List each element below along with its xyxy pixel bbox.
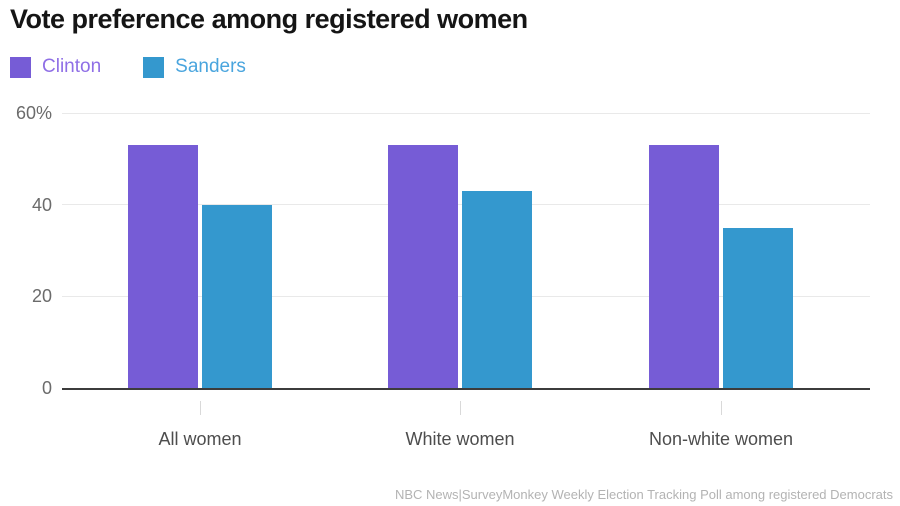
legend: Clinton Sanders — [10, 56, 246, 78]
y-tick-label: 0 — [41, 378, 52, 398]
bar-clinton — [649, 145, 719, 388]
legend-item-clinton: Clinton — [10, 56, 101, 78]
category-label: Non-white women — [648, 429, 794, 449]
gridline — [62, 112, 870, 114]
legend-label-sanders: Sanders — [175, 56, 246, 77]
bar-sanders — [202, 204, 272, 388]
bar-sanders — [723, 227, 793, 388]
source-credit: NBC News|SurveyMonkey Weekly Election Tr… — [394, 487, 893, 502]
x-axis-line — [62, 388, 870, 390]
y-tick-label: 20 — [31, 286, 52, 307]
category-label: All women — [158, 429, 242, 449]
category-tick — [721, 401, 722, 415]
bar-clinton — [128, 145, 198, 388]
legend-label-clinton: Clinton — [42, 56, 102, 77]
y-tick-label: 60% — [15, 103, 52, 123]
category-label: White women — [405, 429, 515, 449]
y-tick-label: 40 — [31, 194, 52, 215]
category-tick — [200, 401, 201, 415]
chart-title: Vote preference among registered women — [10, 4, 528, 34]
bar-clinton — [388, 145, 458, 388]
legend-item-sanders: Sanders — [143, 56, 246, 78]
category-tick — [460, 401, 461, 415]
sanders-swatch-icon — [143, 56, 165, 78]
clinton-swatch-icon — [10, 56, 31, 78]
bar-sanders — [462, 190, 532, 388]
